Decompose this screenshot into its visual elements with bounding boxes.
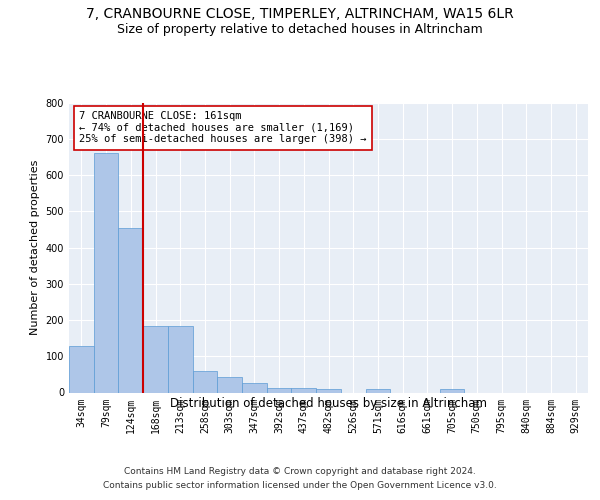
Text: Distribution of detached houses by size in Altrincham: Distribution of detached houses by size …	[170, 398, 487, 410]
Bar	[242, 384, 267, 392]
Bar	[69, 346, 94, 393]
Text: Contains public sector information licensed under the Open Government Licence v3: Contains public sector information licen…	[103, 481, 497, 490]
Text: 7 CRANBOURNE CLOSE: 161sqm
← 74% of detached houses are smaller (1,169)
25% of s: 7 CRANBOURNE CLOSE: 161sqm ← 74% of deta…	[79, 111, 367, 144]
Y-axis label: Number of detached properties: Number of detached properties	[30, 160, 40, 335]
Bar	[217, 377, 242, 392]
Bar	[292, 388, 316, 392]
Bar	[440, 389, 464, 392]
Bar	[365, 389, 390, 392]
Text: 7, CRANBOURNE CLOSE, TIMPERLEY, ALTRINCHAM, WA15 6LR: 7, CRANBOURNE CLOSE, TIMPERLEY, ALTRINCH…	[86, 8, 514, 22]
Bar	[168, 326, 193, 392]
Bar	[143, 326, 168, 392]
Bar	[267, 388, 292, 392]
Text: Size of property relative to detached houses in Altrincham: Size of property relative to detached ho…	[117, 22, 483, 36]
Bar	[193, 371, 217, 392]
Bar	[118, 228, 143, 392]
Text: Contains HM Land Registry data © Crown copyright and database right 2024.: Contains HM Land Registry data © Crown c…	[124, 468, 476, 476]
Bar	[316, 388, 341, 392]
Bar	[94, 154, 118, 392]
